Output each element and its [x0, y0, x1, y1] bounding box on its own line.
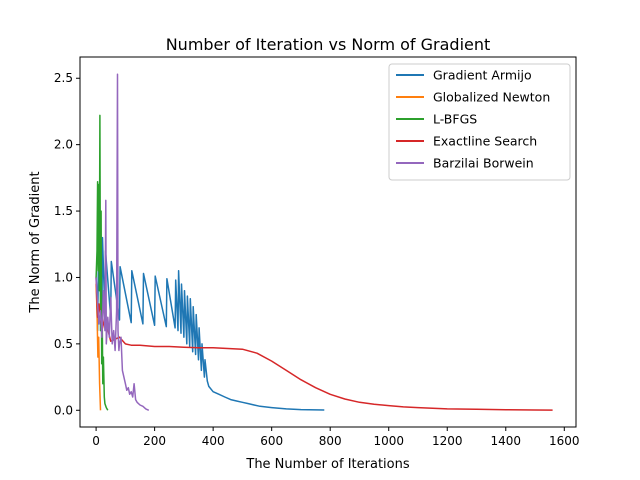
x-tick-label: 1600	[549, 434, 580, 448]
legend-label: Barzilai Borwein	[433, 156, 534, 171]
series-line-gradient-armijo	[95, 210, 325, 411]
y-axis: 0.0 0.5 1.0 1.5 2.0 2.5	[54, 71, 80, 417]
series-line-exactline-search	[95, 277, 553, 411]
y-tick-label: 0.5	[54, 337, 73, 351]
x-tick-label: 1200	[432, 434, 463, 448]
legend: Gradient Armijo Globalized Newton L-BFGS Ex…	[388, 63, 571, 181]
x-tick-label: 200	[143, 434, 166, 448]
y-tick-label: 2.0	[54, 138, 73, 152]
y-tick-label: 1.0	[54, 270, 73, 284]
legend-label: Globalized Newton	[433, 90, 550, 105]
x-tick-label: 1400	[490, 434, 521, 448]
series-line-barzilai-borwein	[95, 73, 150, 411]
legend-label: Exactline Search	[433, 134, 537, 149]
chart-title: Number of Iteration vs Norm of Gradient	[166, 35, 491, 54]
x-tick-label: 0	[92, 434, 100, 448]
x-tick-label: 600	[260, 434, 283, 448]
x-tick-label: 800	[319, 434, 342, 448]
x-axis-label: The Number of Iterations	[245, 457, 409, 472]
x-axis: 0 200 400 600 800 1000 1200 1400 1600	[92, 427, 580, 448]
y-axis-label: The Norm of Gradient	[28, 171, 43, 313]
y-tick-label: 0.0	[54, 403, 73, 417]
series-layer	[95, 73, 553, 411]
series-line-l-bfgs	[95, 114, 109, 411]
legend-label: Gradient Armijo	[433, 68, 532, 83]
legend-label: L-BFGS	[433, 112, 477, 127]
plot-frame	[79, 56, 577, 428]
x-tick-label: 1000	[373, 434, 404, 448]
y-tick-label: 2.5	[54, 71, 73, 85]
y-tick-label: 1.5	[54, 204, 73, 218]
legend-box	[388, 63, 571, 181]
x-tick-label: 400	[202, 434, 225, 448]
